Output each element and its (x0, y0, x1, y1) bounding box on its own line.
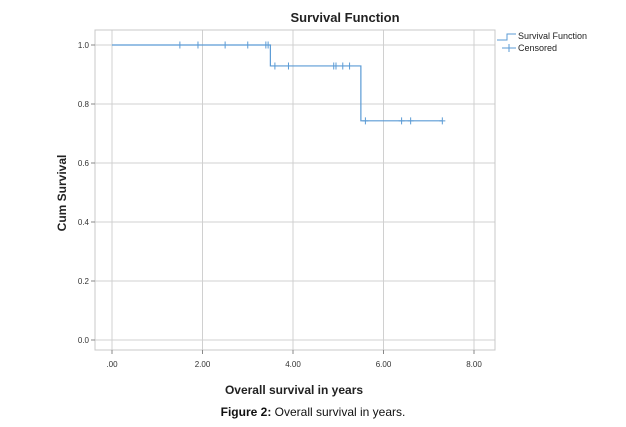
legend-label-censored: Censored (518, 43, 557, 53)
caption-label: Figure 2: (220, 405, 272, 419)
y-tick-label: 0.0 (78, 336, 90, 345)
censored-mark (285, 62, 292, 70)
x-tick-label: 6.00 (376, 360, 392, 369)
y-tick-label: 0.4 (78, 218, 90, 227)
y-tick-label: 0.6 (78, 159, 90, 168)
x-tick-label: 8.00 (466, 360, 482, 369)
x-tick-label: .00 (106, 360, 118, 369)
caption-text: Overall survival in years. (271, 405, 406, 419)
chart-title: Survival Function (290, 10, 399, 25)
censored-mark (332, 62, 339, 70)
x-tick-label: 4.00 (285, 360, 301, 369)
x-tick-label: 2.00 (195, 360, 211, 369)
y-axis-title: Cum Survival (55, 155, 69, 232)
legend-label-survival: Survival Function (518, 31, 587, 41)
survival-step-line (112, 44, 443, 122)
censored-mark (222, 41, 229, 49)
plot-frame (94, 29, 496, 351)
x-axis-title: Overall survival in years (225, 383, 363, 397)
y-tick-label: 0.8 (78, 100, 90, 109)
censored-mark (339, 62, 346, 70)
censored-mark (439, 117, 446, 125)
censored-mark (176, 41, 183, 49)
survival-chart: 0.0 0.2 0.4 0.6 0.8 1.0 .00 2.00 4.00 6.00 8.00 Su… (55, 10, 587, 397)
legend-censored-swatch (502, 44, 516, 52)
legend-survival-swatch (497, 33, 516, 41)
censored-mark (407, 117, 414, 125)
series-layer (112, 41, 446, 125)
legend: Survival Function Censored (497, 31, 587, 53)
grid (95, 30, 495, 350)
y-tick-label: 0.2 (78, 277, 90, 286)
figure-caption: Figure 2: Overall survival in years. (0, 405, 626, 419)
censored-mark (398, 117, 405, 125)
censored-mark (265, 41, 272, 49)
censored-mark (346, 62, 353, 70)
censored-mark (244, 41, 251, 49)
y-tick-label: 1.0 (78, 41, 90, 50)
censored-mark (362, 117, 369, 125)
axis-ticks: 0.0 0.2 0.4 0.6 0.8 1.0 .00 2.00 4.00 6.00 8.00 (78, 41, 482, 369)
censored-mark (271, 62, 278, 70)
censored-mark (194, 41, 201, 49)
